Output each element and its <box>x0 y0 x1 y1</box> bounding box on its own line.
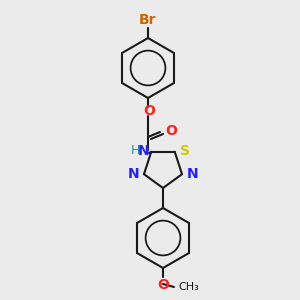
Text: O: O <box>165 124 177 138</box>
Text: N: N <box>138 144 150 158</box>
Text: N: N <box>187 167 199 181</box>
Text: O: O <box>143 104 155 118</box>
Text: CH₃: CH₃ <box>178 282 199 292</box>
Text: Br: Br <box>139 13 157 27</box>
Text: N: N <box>128 167 139 181</box>
Text: H: H <box>130 145 140 158</box>
Text: S: S <box>180 144 190 158</box>
Text: O: O <box>157 278 169 292</box>
